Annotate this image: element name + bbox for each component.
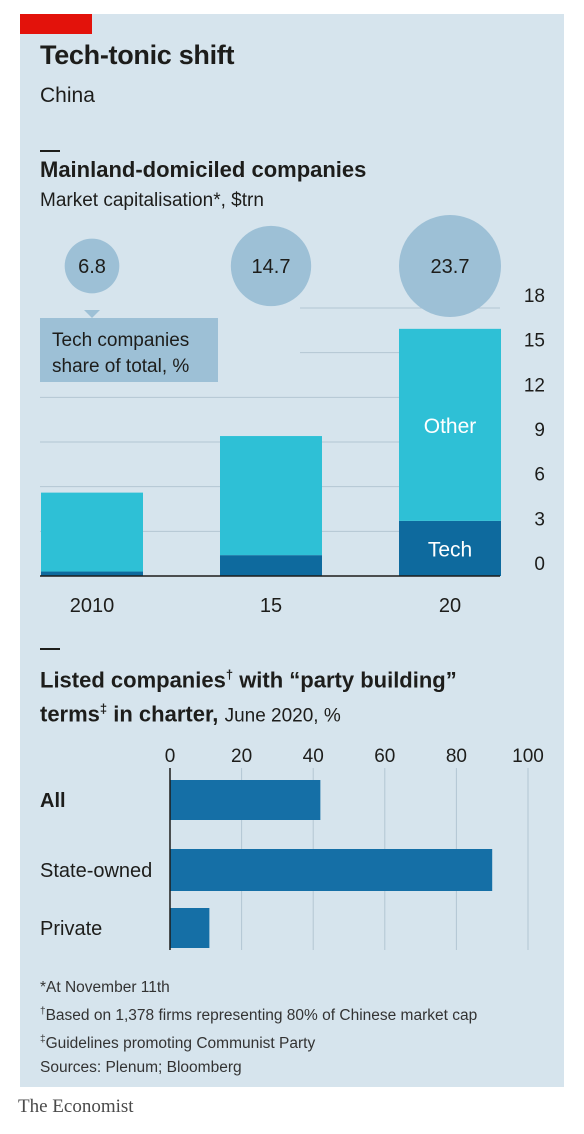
x-tick-label: 15	[260, 595, 282, 617]
bar-private	[170, 908, 210, 948]
callout-label-line2: share of total, %	[52, 356, 189, 377]
bar-tech-15	[220, 555, 322, 576]
brand-red-tag	[20, 14, 92, 34]
share-bubble-label: 14.7	[252, 256, 291, 278]
callout-pointer	[84, 310, 100, 318]
x-tick-label: 40	[303, 746, 324, 767]
x-tick-label: 2010	[70, 595, 115, 617]
footnote-1: *At November 11th	[40, 979, 170, 996]
callout-label-line1: Tech companies	[52, 330, 189, 351]
section-rule-1	[40, 150, 60, 152]
bar-tech-2010	[41, 571, 143, 576]
bar-state-owned	[170, 849, 493, 891]
series-label-other: Other	[424, 415, 477, 438]
bar-other-20	[399, 328, 501, 521]
y-tick-label: 15	[524, 331, 545, 352]
category-label: State-owned	[40, 860, 152, 882]
chart-title: Tech-tonic shift	[40, 40, 235, 70]
y-tick-label: 18	[524, 286, 545, 307]
share-bubble-label: 23.7	[431, 256, 470, 278]
footnote-3: ‡Guidelines promoting Communist Party	[40, 1034, 316, 1053]
market-cap-subtitle: Market capitalisation*, $trn	[40, 190, 264, 211]
y-tick-label: 0	[534, 554, 545, 575]
x-tick-label: 100	[512, 746, 544, 767]
bar-other-15	[220, 436, 322, 556]
share-bubble	[64, 238, 120, 294]
market-cap-title: Mainland-domiciled companies	[40, 157, 367, 182]
bar-tech-20	[399, 520, 501, 576]
x-tick-label: 0	[165, 746, 176, 767]
y-tick-label: 3	[534, 509, 545, 530]
party-building-chart: 0 20 40 60 80 100 All State-owned Private	[40, 746, 544, 950]
category-label: All	[40, 790, 66, 812]
bar-all	[170, 780, 321, 820]
sources-note: Sources: Plenum; Bloomberg	[40, 1059, 242, 1077]
market-cap-chart: 0 3 6 9 12 15 18 2010 15 20 Tech Other 6.8 14.7 23.7 Te…	[40, 215, 545, 617]
bar-other-2010	[41, 492, 143, 572]
x-tick-label: 80	[446, 746, 467, 767]
x-tick-label: 60	[374, 746, 395, 767]
footnote-2: †Based on 1,378 firms representing 80% o…	[40, 1006, 478, 1025]
section-rule-2	[40, 648, 60, 650]
chart-subtitle: China	[40, 84, 95, 107]
x-tick-label: 20	[439, 595, 461, 617]
callout-box	[40, 318, 218, 382]
category-label: Private	[40, 918, 102, 940]
footnotes: *At November 11th †Based on 1,378 firms …	[40, 976, 477, 1080]
share-bubble-label: 6.8	[78, 256, 106, 278]
y-tick-label: 12	[524, 375, 545, 396]
party-building-title: Listed companies† with “party building” …	[40, 667, 457, 727]
share-bubble	[230, 225, 312, 307]
share-bubble	[399, 215, 501, 317]
party-building-note: June 2020, %	[224, 705, 341, 727]
y-tick-label: 6	[534, 465, 545, 486]
economist-logo-text: The Economist	[18, 1096, 134, 1117]
x-tick-label: 20	[231, 746, 252, 767]
y-tick-label: 9	[534, 420, 545, 441]
series-label-tech: Tech	[428, 538, 472, 561]
